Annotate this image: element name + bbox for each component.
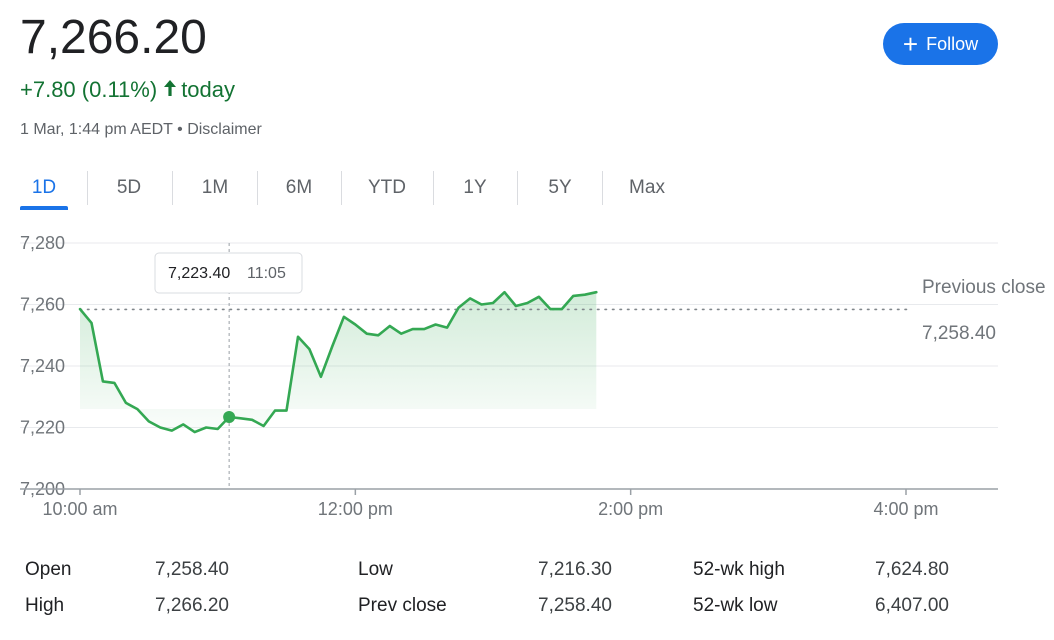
price-line (78, 290, 598, 434)
follow-label: Follow (926, 33, 979, 54)
previous-close-label: Previous close (922, 277, 1046, 298)
tab-divider (257, 171, 258, 205)
stat-label-open: Open (25, 559, 72, 580)
previous-close-value: 7,258.40 (922, 323, 996, 344)
plus-icon: + (902, 29, 919, 59)
disclaimer-link[interactable]: Disclaimer (187, 121, 262, 138)
tab-divider (172, 171, 173, 205)
y-tick-label: 7,260 (20, 295, 65, 315)
range-tabs: 1D 5D 1M 6M YTD 1Y 5Y Max (20, 168, 700, 210)
y-tick-label: 7,280 (20, 233, 65, 253)
hover-point (223, 411, 236, 424)
tab-1d[interactable]: 1D (20, 168, 68, 210)
stat-value-52wk-low: 6,407.00 (875, 595, 949, 616)
chart-tooltip: 7,223.40 11:05 (154, 252, 303, 294)
previous-close-annotation: Previous close 7,258.40 (922, 277, 1046, 344)
tab-ytd[interactable]: YTD (368, 177, 406, 198)
y-tick-label: 7,220 (20, 418, 65, 438)
tab-5d[interactable]: 5D (116, 177, 142, 198)
quote-meta: 1 Mar, 1:44 pm AEDT • Disclaimer (20, 120, 262, 140)
follow-button[interactable]: + Follow (883, 23, 998, 65)
tab-5y[interactable]: 5Y (548, 177, 572, 198)
quote-timestamp: 1 Mar, 1:44 pm AEDT (20, 121, 173, 138)
tab-divider (517, 171, 518, 205)
stat-value-high: 7,266.20 (155, 595, 229, 616)
tab-divider (602, 171, 603, 205)
meta-separator: • (177, 121, 183, 138)
price-area-fill (80, 292, 597, 433)
stat-label-prev-close: Prev close (358, 595, 447, 616)
price-change-period: today (181, 77, 236, 102)
x-tick-label: 10:00 am (42, 499, 117, 519)
tab-divider (341, 171, 342, 205)
tab-6m[interactable]: 6M (285, 177, 313, 198)
x-tick-label: 2:00 pm (598, 499, 663, 519)
stat-value-prev-close: 7,258.40 (538, 595, 612, 616)
tooltip-value: 7,223.40 (168, 265, 230, 282)
x-tick-label: 12:00 pm (318, 499, 393, 519)
tab-max[interactable]: Max (629, 177, 665, 198)
x-tick-label: 4:00 pm (873, 499, 938, 519)
stat-label-52wk-high: 52-wk high (693, 559, 785, 580)
svg-text:Previous close: Previous close (922, 277, 1046, 298)
tooltip-time: 11:05 (247, 265, 286, 282)
arrow-up-icon (163, 76, 177, 104)
tab-1y[interactable]: 1Y (463, 177, 487, 198)
stats-table: Open 7,258.40 High 7,266.20 Low 7,216.30… (0, 552, 1054, 632)
y-tick-label: 7,240 (20, 356, 65, 376)
tab-divider (87, 171, 88, 205)
price-change: +7.80 (0.11%) today (20, 76, 235, 104)
stat-label-52wk-low: 52-wk low (693, 595, 778, 616)
stat-value-open: 7,258.40 (155, 559, 229, 580)
current-price: 7,266.20 (20, 11, 207, 64)
stat-value-52wk-high: 7,624.80 (875, 559, 949, 580)
price-change-value: +7.80 (0.11%) (20, 77, 158, 102)
stat-value-low: 7,216.30 (538, 559, 612, 580)
tab-divider (433, 171, 434, 205)
tab-1m[interactable]: 1M (201, 177, 229, 198)
stat-label-high: High (25, 595, 65, 616)
stat-label-low: Low (358, 559, 393, 580)
